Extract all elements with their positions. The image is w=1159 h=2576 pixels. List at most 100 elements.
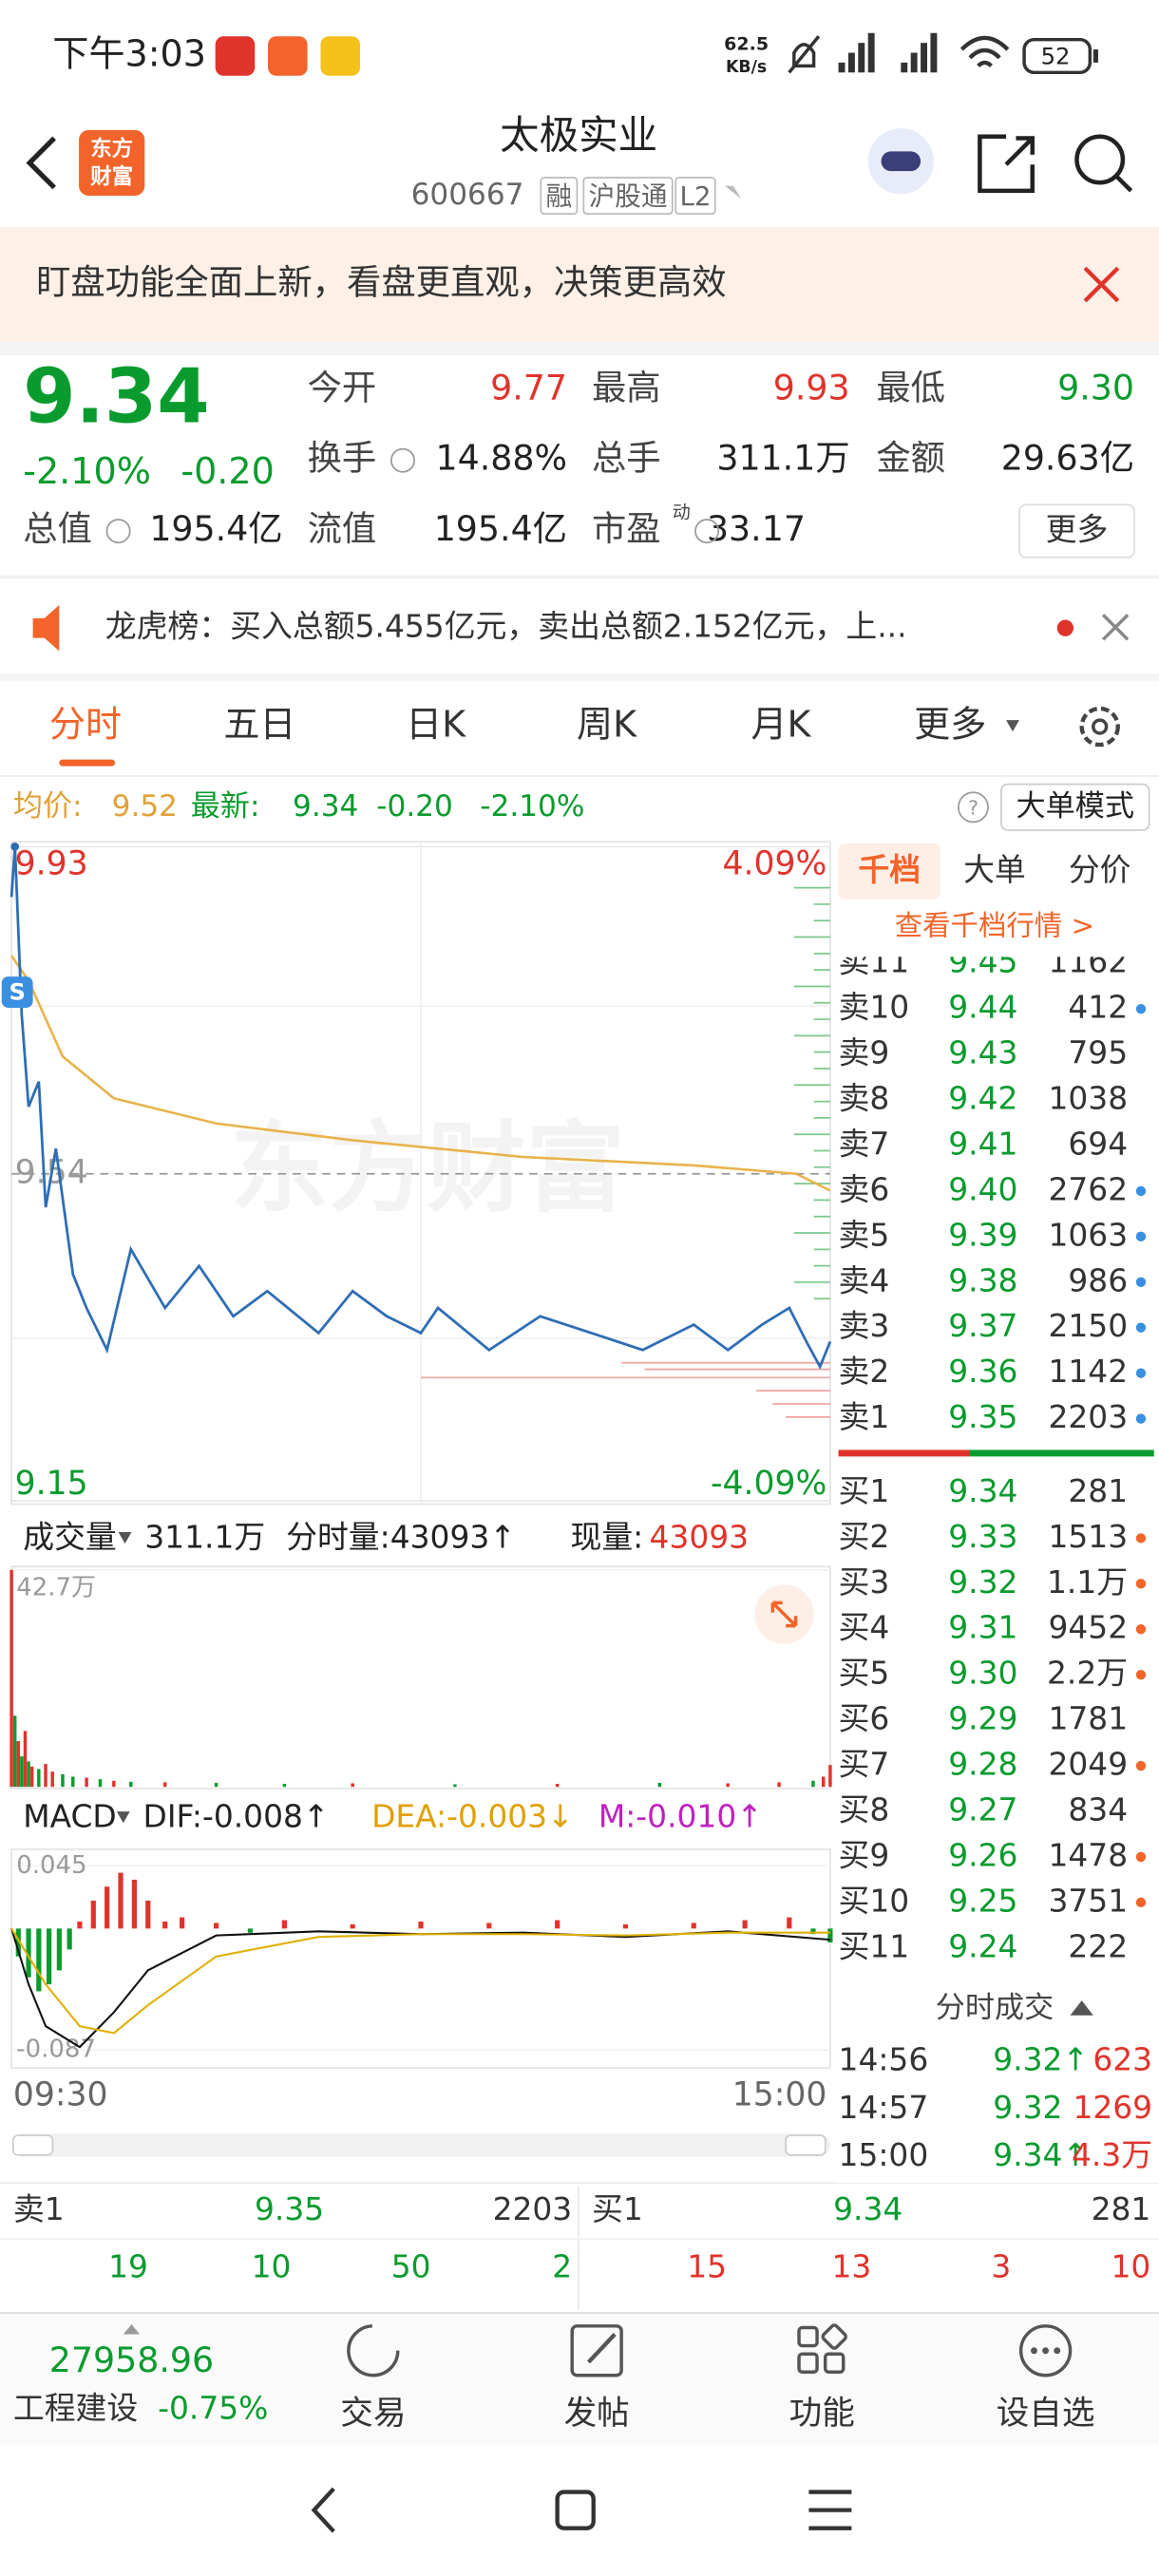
signal-marker-text: S xyxy=(9,978,25,1005)
volume-bar xyxy=(112,1780,116,1788)
macd-bar xyxy=(555,1920,560,1929)
share-icon[interactable] xyxy=(978,134,1036,194)
close-banner[interactable] xyxy=(1083,266,1120,303)
volume-bar xyxy=(16,1741,21,1788)
settings-icon[interactable] xyxy=(1079,706,1120,748)
book-tab[interactable]: 分价 xyxy=(1069,851,1131,888)
field-label: 总值 xyxy=(23,508,92,549)
info-icon[interactable] xyxy=(694,519,720,544)
book-price: 9.26 xyxy=(948,1836,1017,1873)
book-level: 卖7 xyxy=(839,1125,890,1162)
info-icon[interactable] xyxy=(390,447,415,473)
expand-up[interactable] xyxy=(123,2324,141,2335)
trade-price: 9.34↑ xyxy=(993,2136,1089,2173)
volume-bar xyxy=(811,1780,815,1788)
battery-icon xyxy=(1022,37,1092,75)
net-speed: 62.5 xyxy=(724,33,769,54)
book-volume: 2762 xyxy=(1048,1170,1128,1207)
book-volume: 2.2万 xyxy=(1047,1655,1128,1692)
trade-volume: 4.3万 xyxy=(1072,2136,1152,2173)
chart-tab[interactable]: 分时 xyxy=(49,704,122,746)
more-button[interactable] xyxy=(1018,503,1135,559)
macd-bar xyxy=(15,1928,21,1957)
book-dot xyxy=(1135,1185,1147,1197)
search-icon[interactable] xyxy=(1074,134,1126,185)
battery-tip xyxy=(1092,49,1098,63)
macd-bar xyxy=(66,1928,72,1950)
volume-bar xyxy=(71,1776,75,1788)
signal-icons xyxy=(838,32,938,73)
scroll-handle[interactable] xyxy=(11,2134,54,2156)
close-notice[interactable] xyxy=(1101,614,1130,641)
nav-menu[interactable] xyxy=(808,2490,852,2530)
book-price: 9.34 xyxy=(948,1472,1017,1509)
scroll-handle[interactable] xyxy=(785,2134,826,2156)
trade-volume: 1269 xyxy=(1073,2089,1152,2126)
chart-tab[interactable]: 月K xyxy=(750,704,811,746)
post-icon[interactable] xyxy=(570,2324,623,2377)
info-icon[interactable] xyxy=(105,519,131,544)
sector-pct: -0.75% xyxy=(158,2390,268,2427)
chart-tab[interactable]: 更多 xyxy=(914,704,986,746)
app-logo[interactable] xyxy=(79,129,145,197)
notice-dot xyxy=(1056,619,1074,636)
chart-tab[interactable]: 日K xyxy=(406,704,466,746)
mode-label[interactable]: 大单模式 xyxy=(1016,789,1134,824)
macd-bar xyxy=(827,1928,833,1943)
volume-label[interactable]: 成交量 xyxy=(23,1518,117,1555)
book-link[interactable]: 查看千档行情 > xyxy=(895,910,1094,942)
x-tick-label: 15:00 xyxy=(732,2076,827,2114)
tag-box xyxy=(582,177,674,215)
macd-bar xyxy=(47,1928,52,1985)
nav-home[interactable] xyxy=(555,2490,596,2530)
level1-price: 9.34 xyxy=(833,2190,902,2227)
book-price: 9.33 xyxy=(948,1518,1017,1555)
mode-button[interactable] xyxy=(1000,783,1150,831)
macd-label[interactable]: MACD xyxy=(23,1798,117,1835)
book-volume: 9452 xyxy=(1048,1609,1128,1646)
book-level: 卖2 xyxy=(839,1353,890,1390)
bottom-button[interactable]: 发帖 xyxy=(564,2395,630,2433)
book-volume: 986 xyxy=(1068,1261,1128,1298)
trade-price: 9.32 xyxy=(993,2089,1062,2126)
book-dot xyxy=(1135,1579,1147,1589)
book-level: 买1 xyxy=(839,1472,890,1509)
macd-bar xyxy=(162,1922,168,1929)
volume-bar xyxy=(453,1784,457,1788)
book-dot xyxy=(1135,1624,1147,1635)
x-tick-label: 09:30 xyxy=(13,2076,108,2114)
book-tab[interactable]: 大单 xyxy=(963,851,1026,888)
volume-bar xyxy=(37,1769,41,1788)
book-level: 卖3 xyxy=(839,1307,890,1344)
book-tab[interactable]: 千档 xyxy=(858,851,921,888)
trade-icon[interactable] xyxy=(347,2324,400,2377)
function-icon[interactable] xyxy=(797,2323,847,2374)
signal-marker xyxy=(1,976,33,1008)
scrollbar[interactable] xyxy=(11,2133,830,2157)
order-count: 3 xyxy=(991,2248,1011,2285)
tab-indicator xyxy=(59,759,116,767)
bottom-button[interactable]: 交易 xyxy=(340,2395,406,2433)
y-tick-label: 9.15 xyxy=(15,1465,88,1503)
book-tab-active[interactable] xyxy=(838,843,940,900)
book-price: 9.32 xyxy=(948,1563,1017,1601)
book-price: 9.35 xyxy=(948,1398,1017,1435)
watchlist-icon[interactable] xyxy=(1018,2324,1073,2377)
book-price: 9.31 xyxy=(948,1609,1017,1646)
chart-tab[interactable]: 五日 xyxy=(223,704,295,746)
nav-back[interactable] xyxy=(311,2487,335,2533)
book-price: 9.29 xyxy=(948,1700,1017,1737)
macd-bar xyxy=(247,1928,254,1933)
order-count: 13 xyxy=(831,2248,871,2285)
back-icon[interactable] xyxy=(26,136,56,190)
field-value: 195.4亿 xyxy=(434,508,567,549)
avg-value: 9.52 xyxy=(112,789,178,824)
book-price: 9.28 xyxy=(948,1746,1017,1783)
help-icon[interactable] xyxy=(958,791,989,824)
bottom-button[interactable]: 设自选 xyxy=(997,2395,1095,2433)
trade-volume: 623 xyxy=(1092,2041,1152,2078)
bottom-button[interactable]: 功能 xyxy=(789,2395,855,2433)
chart-tab[interactable]: 周K xyxy=(577,704,637,746)
volume-bar xyxy=(726,1783,730,1788)
